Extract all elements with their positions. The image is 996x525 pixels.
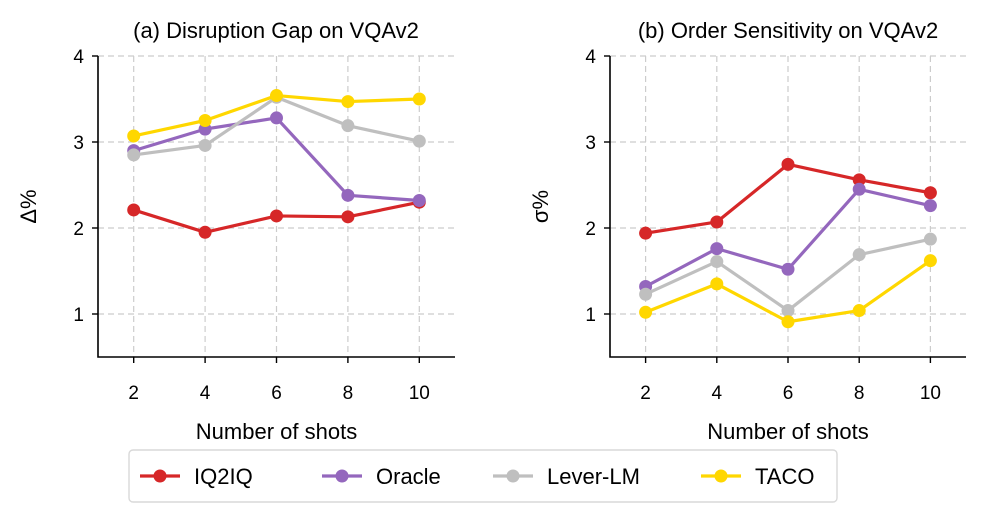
y-tick-label-1: 1 bbox=[73, 305, 84, 326]
point-taco-x2 bbox=[127, 129, 141, 143]
x-tick-label-4: 4 bbox=[712, 383, 723, 404]
y-tick-label-2: 2 bbox=[73, 219, 84, 240]
legend-entry-taco: TACO bbox=[701, 464, 814, 489]
point-iq2iq-x2 bbox=[639, 226, 653, 240]
x-tick-label-2: 2 bbox=[640, 383, 651, 404]
y-tick-label-3: 3 bbox=[585, 133, 596, 154]
y-tick-label-3: 3 bbox=[73, 133, 84, 154]
legend-frame bbox=[128, 449, 838, 503]
point-iq2iq-x2 bbox=[127, 203, 141, 217]
x-axis-label: Number of shots bbox=[707, 419, 868, 444]
point-taco-x10 bbox=[412, 92, 426, 106]
y-axis-label: Δ% bbox=[16, 189, 41, 223]
point-oracle-x6 bbox=[781, 262, 795, 276]
point-lever-lm-x4 bbox=[198, 138, 212, 152]
point-lever-lm-x4 bbox=[710, 255, 724, 269]
y-tick-label-4: 4 bbox=[73, 47, 84, 68]
point-lever-lm-x6 bbox=[781, 304, 795, 318]
point-iq2iq-x8 bbox=[852, 173, 866, 187]
point-lever-lm-x2 bbox=[127, 148, 141, 162]
point-lever-lm-x2 bbox=[639, 287, 653, 301]
point-taco-x8 bbox=[852, 304, 866, 318]
point-oracle-x8 bbox=[341, 188, 355, 202]
point-oracle-x10 bbox=[923, 199, 937, 213]
y-tick-label-2: 2 bbox=[585, 219, 596, 240]
x-tick-label-4: 4 bbox=[200, 383, 211, 404]
series-iq2iq bbox=[127, 195, 426, 239]
point-oracle-x8 bbox=[852, 182, 866, 196]
x-tick-label-8: 8 bbox=[854, 383, 865, 404]
x-tick-label-2: 2 bbox=[128, 383, 139, 404]
point-oracle-x4 bbox=[710, 242, 724, 256]
y-tick-label-1: 1 bbox=[585, 305, 596, 326]
x-tick-label-8: 8 bbox=[343, 383, 354, 404]
axes-spines bbox=[97, 56, 455, 358]
point-iq2iq-x6 bbox=[781, 157, 795, 171]
point-taco-x6 bbox=[270, 89, 283, 103]
legend-marker-iq2iq bbox=[153, 469, 167, 483]
point-lever-lm-x8 bbox=[852, 248, 866, 262]
point-oracle-x6 bbox=[270, 111, 283, 125]
series-lever-lm bbox=[639, 232, 937, 318]
point-iq2iq-x8 bbox=[341, 210, 355, 224]
point-taco-x10 bbox=[923, 254, 937, 268]
point-lever-lm-x10 bbox=[412, 134, 426, 148]
point-taco-x8 bbox=[341, 95, 355, 109]
y-axis-label: σ% bbox=[528, 190, 553, 223]
y-tick-label-4: 4 bbox=[585, 47, 596, 68]
x-axis-label: Number of shots bbox=[196, 419, 357, 444]
point-taco-x4 bbox=[710, 277, 724, 291]
legend-marker-taco bbox=[714, 469, 728, 483]
legend-entry-lever-lm: Lever-LM bbox=[493, 464, 640, 489]
point-iq2iq-x4 bbox=[710, 215, 724, 229]
chart-title: (b) Order Sensitivity on VQAv2 bbox=[638, 18, 938, 43]
point-taco-x4 bbox=[198, 114, 212, 127]
legend-marker-lever-lm bbox=[506, 469, 520, 483]
series-iq2iq bbox=[639, 157, 937, 240]
legend-label-taco: TACO bbox=[755, 464, 814, 489]
point-oracle-x10 bbox=[412, 193, 426, 207]
x-tick-label-10: 10 bbox=[920, 383, 941, 404]
legend-marker-oracle bbox=[335, 469, 349, 483]
point-lever-lm-x10 bbox=[923, 232, 937, 246]
series-taco bbox=[127, 89, 426, 143]
x-tick-label-6: 6 bbox=[271, 383, 282, 404]
x-tick-label-6: 6 bbox=[783, 383, 794, 404]
axes-spines bbox=[609, 56, 966, 358]
legend-entry-oracle: Oracle bbox=[322, 464, 441, 489]
point-taco-x6 bbox=[781, 315, 795, 329]
point-lever-lm-x8 bbox=[341, 119, 355, 133]
point-iq2iq-x6 bbox=[270, 209, 283, 223]
chart-title: (a) Disruption Gap on VQAv2 bbox=[133, 18, 419, 43]
legend: IQ2IQ Oracle Lever-LM TACO bbox=[128, 449, 838, 503]
x-tick-label-10: 10 bbox=[409, 383, 430, 404]
legend-label-oracle: Oracle bbox=[376, 464, 441, 489]
legend-label-iq2iq: IQ2IQ bbox=[194, 464, 253, 489]
point-iq2iq-x4 bbox=[198, 225, 212, 239]
legend-entry-iq2iq: IQ2IQ bbox=[140, 464, 253, 489]
point-iq2iq-x10 bbox=[923, 186, 937, 200]
series-taco bbox=[639, 254, 937, 329]
legend-label-lever-lm: Lever-LM bbox=[547, 464, 640, 489]
point-taco-x2 bbox=[639, 305, 653, 319]
